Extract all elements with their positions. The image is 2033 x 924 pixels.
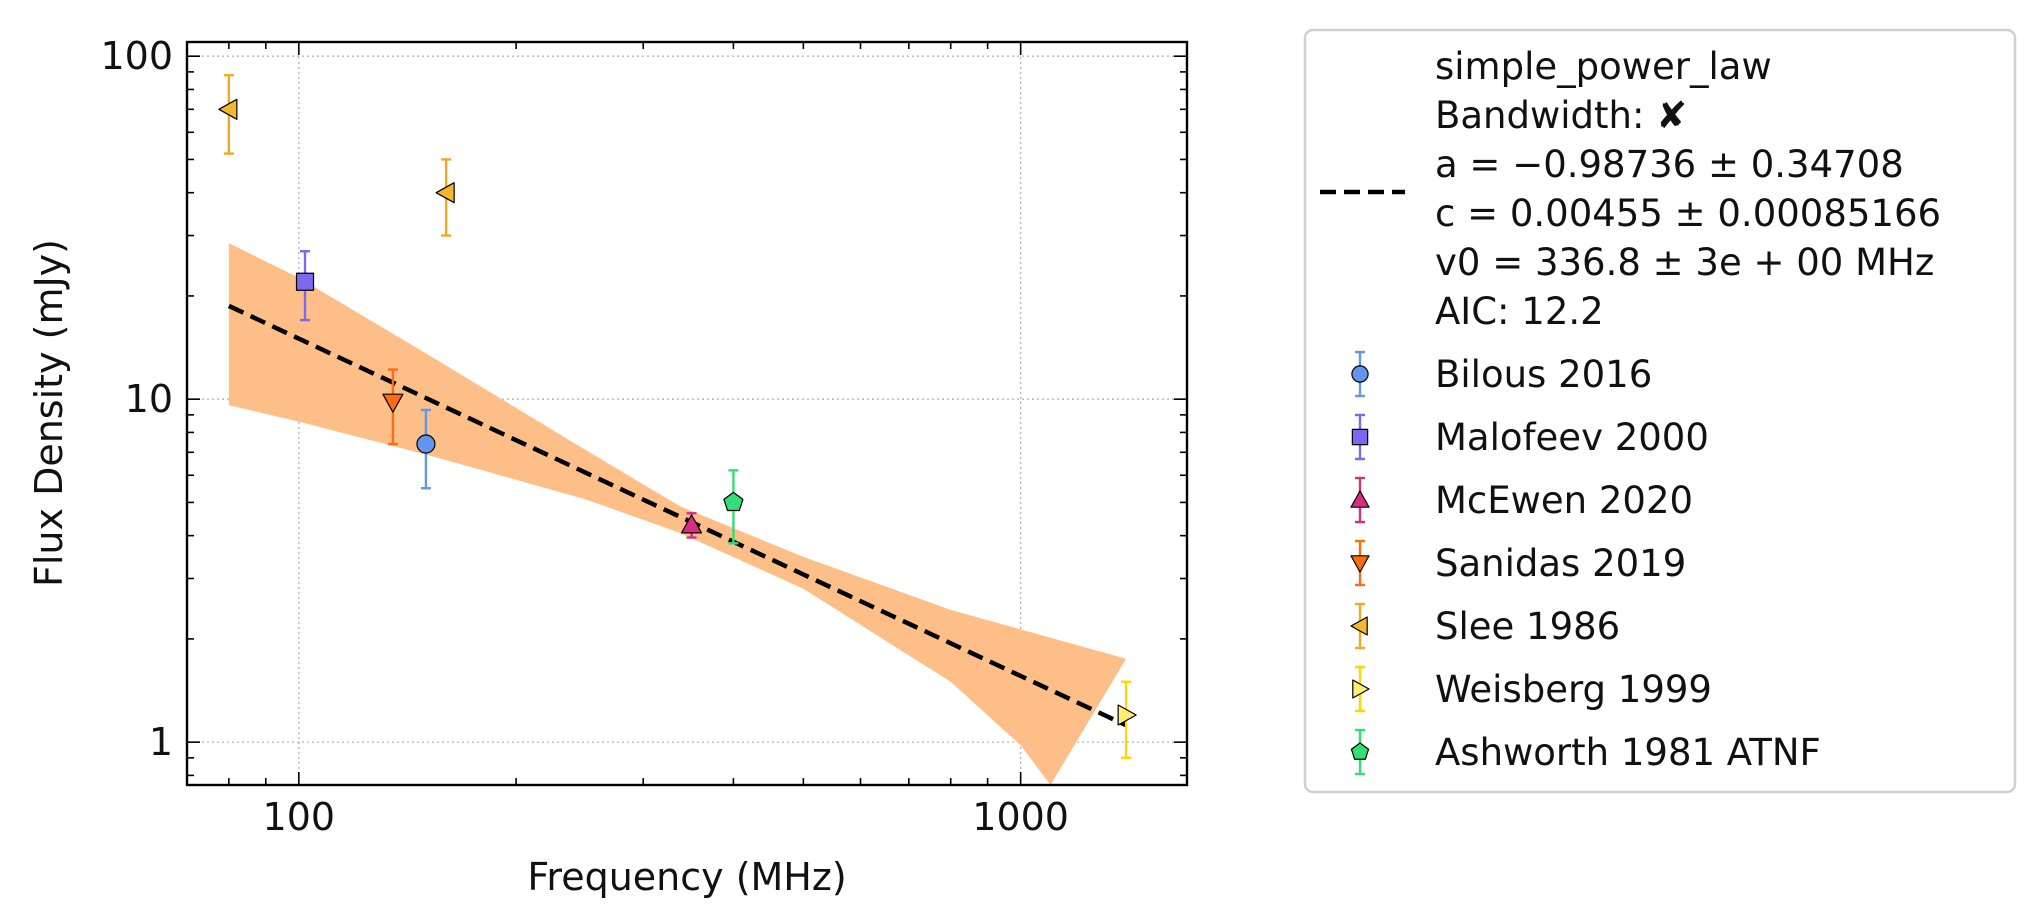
data-point [416, 434, 436, 454]
legend-marker [1350, 616, 1368, 636]
legend-fit-stat: a = −0.98736 ± 0.34708 [1435, 143, 1904, 186]
fit-line [227, 303, 1128, 728]
legend-series-label: Bilous 2016 [1435, 353, 1652, 396]
y-tick-label: 1 [149, 720, 173, 764]
x-tick-label: 1000 [972, 795, 1069, 839]
x-axis-label: Frequency (MHz) [527, 855, 846, 899]
data-point [723, 491, 744, 512]
data-point [435, 182, 455, 204]
legend-marker [1351, 365, 1369, 383]
legend-series-label: Malofeev 2000 [1435, 416, 1709, 459]
y-tick-label: 10 [125, 377, 173, 421]
legend-fit-stat: c = 0.00455 ± 0.00085166 [1435, 192, 1941, 235]
legend-series-label: Sanidas 2019 [1435, 542, 1686, 585]
legend-series-label: Weisberg 1999 [1435, 668, 1712, 711]
plot-frame [185, 40, 1189, 787]
axes: 100 1000 1 10 100 [100, 34, 1189, 839]
legend-fit-name: simple_power_law [1435, 45, 1772, 88]
legend-series-label: McEwen 2020 [1435, 479, 1693, 522]
y-axis-label: Flux Density (mJy) [27, 239, 71, 587]
legend-fit-stat: AIC: 12.2 [1435, 290, 1604, 333]
legend-marker [1350, 490, 1370, 508]
legend: simple_power_law Bandwidth: ✘ a = −0.98736… [1303, 28, 2017, 794]
data-point [382, 393, 404, 413]
legend-box [1303, 28, 2017, 794]
data-points [218, 74, 1137, 760]
legend-marker [1352, 679, 1370, 699]
legend-marker [1351, 428, 1369, 446]
y-tick-label: 100 [100, 34, 173, 78]
x-tick-label: 100 [263, 795, 336, 839]
legend-series-label: Slee 1986 [1435, 605, 1620, 648]
data-point [680, 514, 703, 534]
data-point [1117, 704, 1137, 726]
legend-marker [1350, 742, 1370, 760]
legend-fit-stat: Bandwidth: ✘ [1435, 94, 1687, 137]
data-point [295, 272, 315, 291]
legend-marker [1350, 555, 1370, 573]
legend-fit-stat: v0 = 336.8 ± 3e + 00 MHz [1435, 241, 1934, 284]
data-point [218, 98, 238, 120]
fit-line-group [227, 303, 1128, 728]
legend-series-label: Ashworth 1981 ATNF [1435, 731, 1821, 774]
